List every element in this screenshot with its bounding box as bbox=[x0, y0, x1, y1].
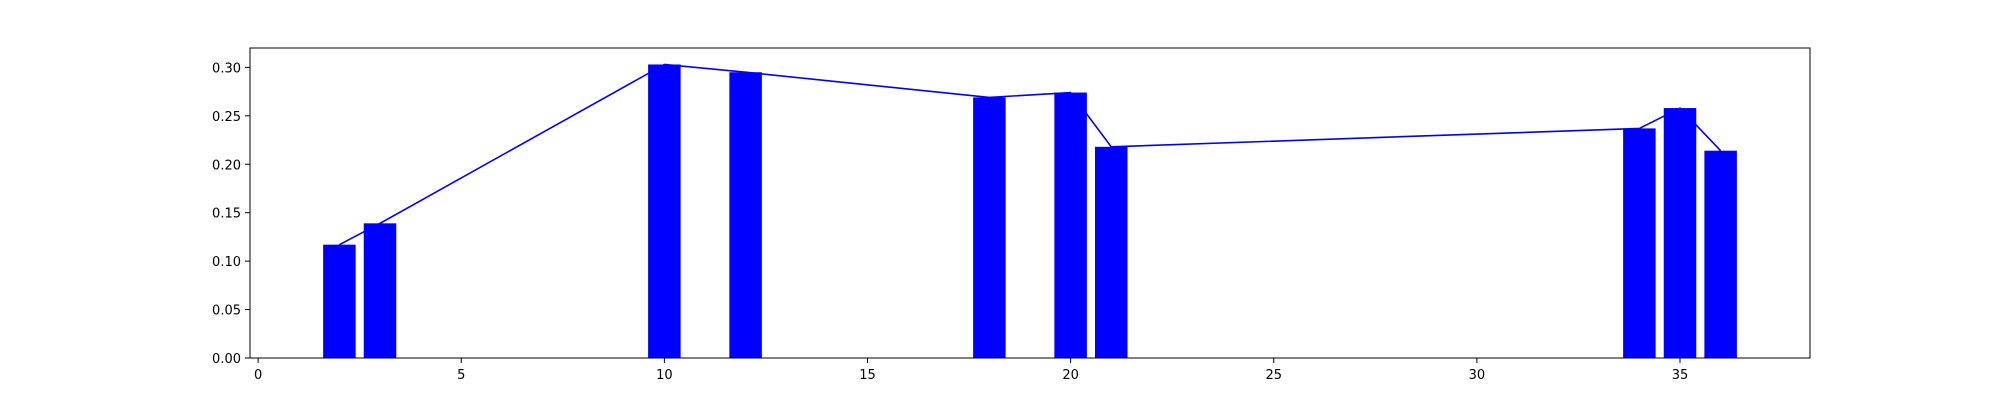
line-layer bbox=[339, 63, 1722, 246]
y-tick-label: 0.10 bbox=[212, 255, 241, 270]
bar-x-21 bbox=[1095, 146, 1128, 358]
y-tick-label: 0.15 bbox=[212, 207, 241, 222]
bar-x-20 bbox=[1054, 92, 1087, 358]
series-line bbox=[339, 63, 1722, 246]
x-tick-label: 15 bbox=[859, 368, 876, 383]
bar-x-2 bbox=[323, 244, 356, 358]
bar-x-35 bbox=[1663, 108, 1697, 358]
x-tick-label: 35 bbox=[1672, 368, 1689, 383]
bar-x-36 bbox=[1704, 150, 1737, 358]
x-tick-label: 25 bbox=[1265, 368, 1282, 383]
x-tick-label: 30 bbox=[1469, 368, 1486, 383]
y-tick-label: 0.00 bbox=[212, 352, 241, 367]
x-axis: 0 5 10 15 20 25 30 35 bbox=[254, 358, 1688, 383]
y-tick-label: 0.05 bbox=[212, 304, 241, 319]
y-tick-label: 0.20 bbox=[212, 158, 241, 173]
x-tick-label: 5 bbox=[457, 368, 465, 383]
plot-frame bbox=[249, 47, 1811, 359]
y-tick-label: 0.25 bbox=[212, 110, 241, 125]
bar-x-34 bbox=[1623, 128, 1656, 358]
bar-x-12 bbox=[729, 72, 762, 358]
x-tick-label: 20 bbox=[1062, 368, 1079, 383]
bar-x-18 bbox=[973, 97, 1006, 358]
bar-x-10 bbox=[648, 64, 681, 358]
bars-layer bbox=[323, 64, 1737, 358]
y-tick-label: 0.30 bbox=[212, 61, 241, 76]
x-tick-label: 10 bbox=[656, 368, 673, 383]
bar-x-3 bbox=[363, 223, 397, 358]
x-tick-label: 0 bbox=[254, 368, 262, 383]
y-axis: 0.00 0.05 0.10 0.15 0.20 0.25 0.30 bbox=[212, 61, 250, 367]
